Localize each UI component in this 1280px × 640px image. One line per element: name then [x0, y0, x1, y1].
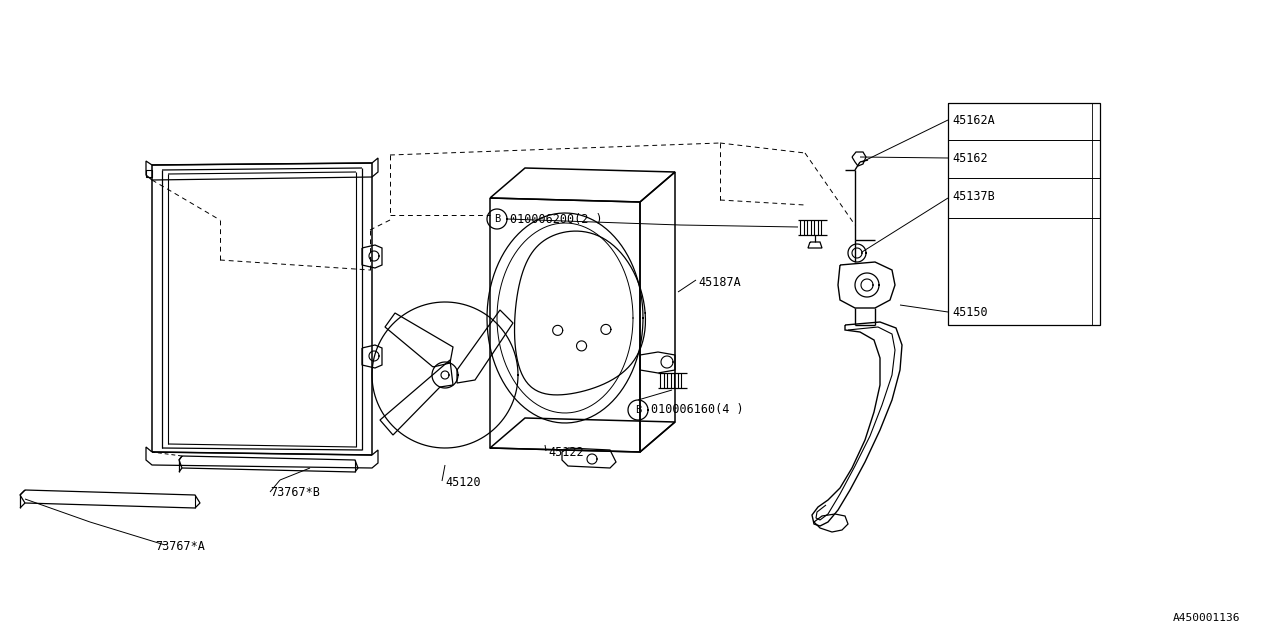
Text: A450001136: A450001136 — [1172, 613, 1240, 623]
Text: B: B — [635, 405, 641, 415]
Text: 73767*A: 73767*A — [155, 540, 205, 552]
Text: 45187A: 45187A — [698, 275, 741, 289]
Text: 010006160(4 ): 010006160(4 ) — [652, 403, 744, 417]
Text: 45137B: 45137B — [952, 191, 995, 204]
Text: 45162: 45162 — [952, 152, 988, 164]
Text: 45122: 45122 — [548, 447, 584, 460]
Text: 45120: 45120 — [445, 477, 480, 490]
Text: B: B — [494, 214, 500, 224]
Text: 010006200(2 ): 010006200(2 ) — [509, 212, 603, 225]
Text: 73767*B: 73767*B — [270, 486, 320, 499]
Text: 45150: 45150 — [952, 307, 988, 319]
Text: 45162A: 45162A — [952, 113, 995, 127]
